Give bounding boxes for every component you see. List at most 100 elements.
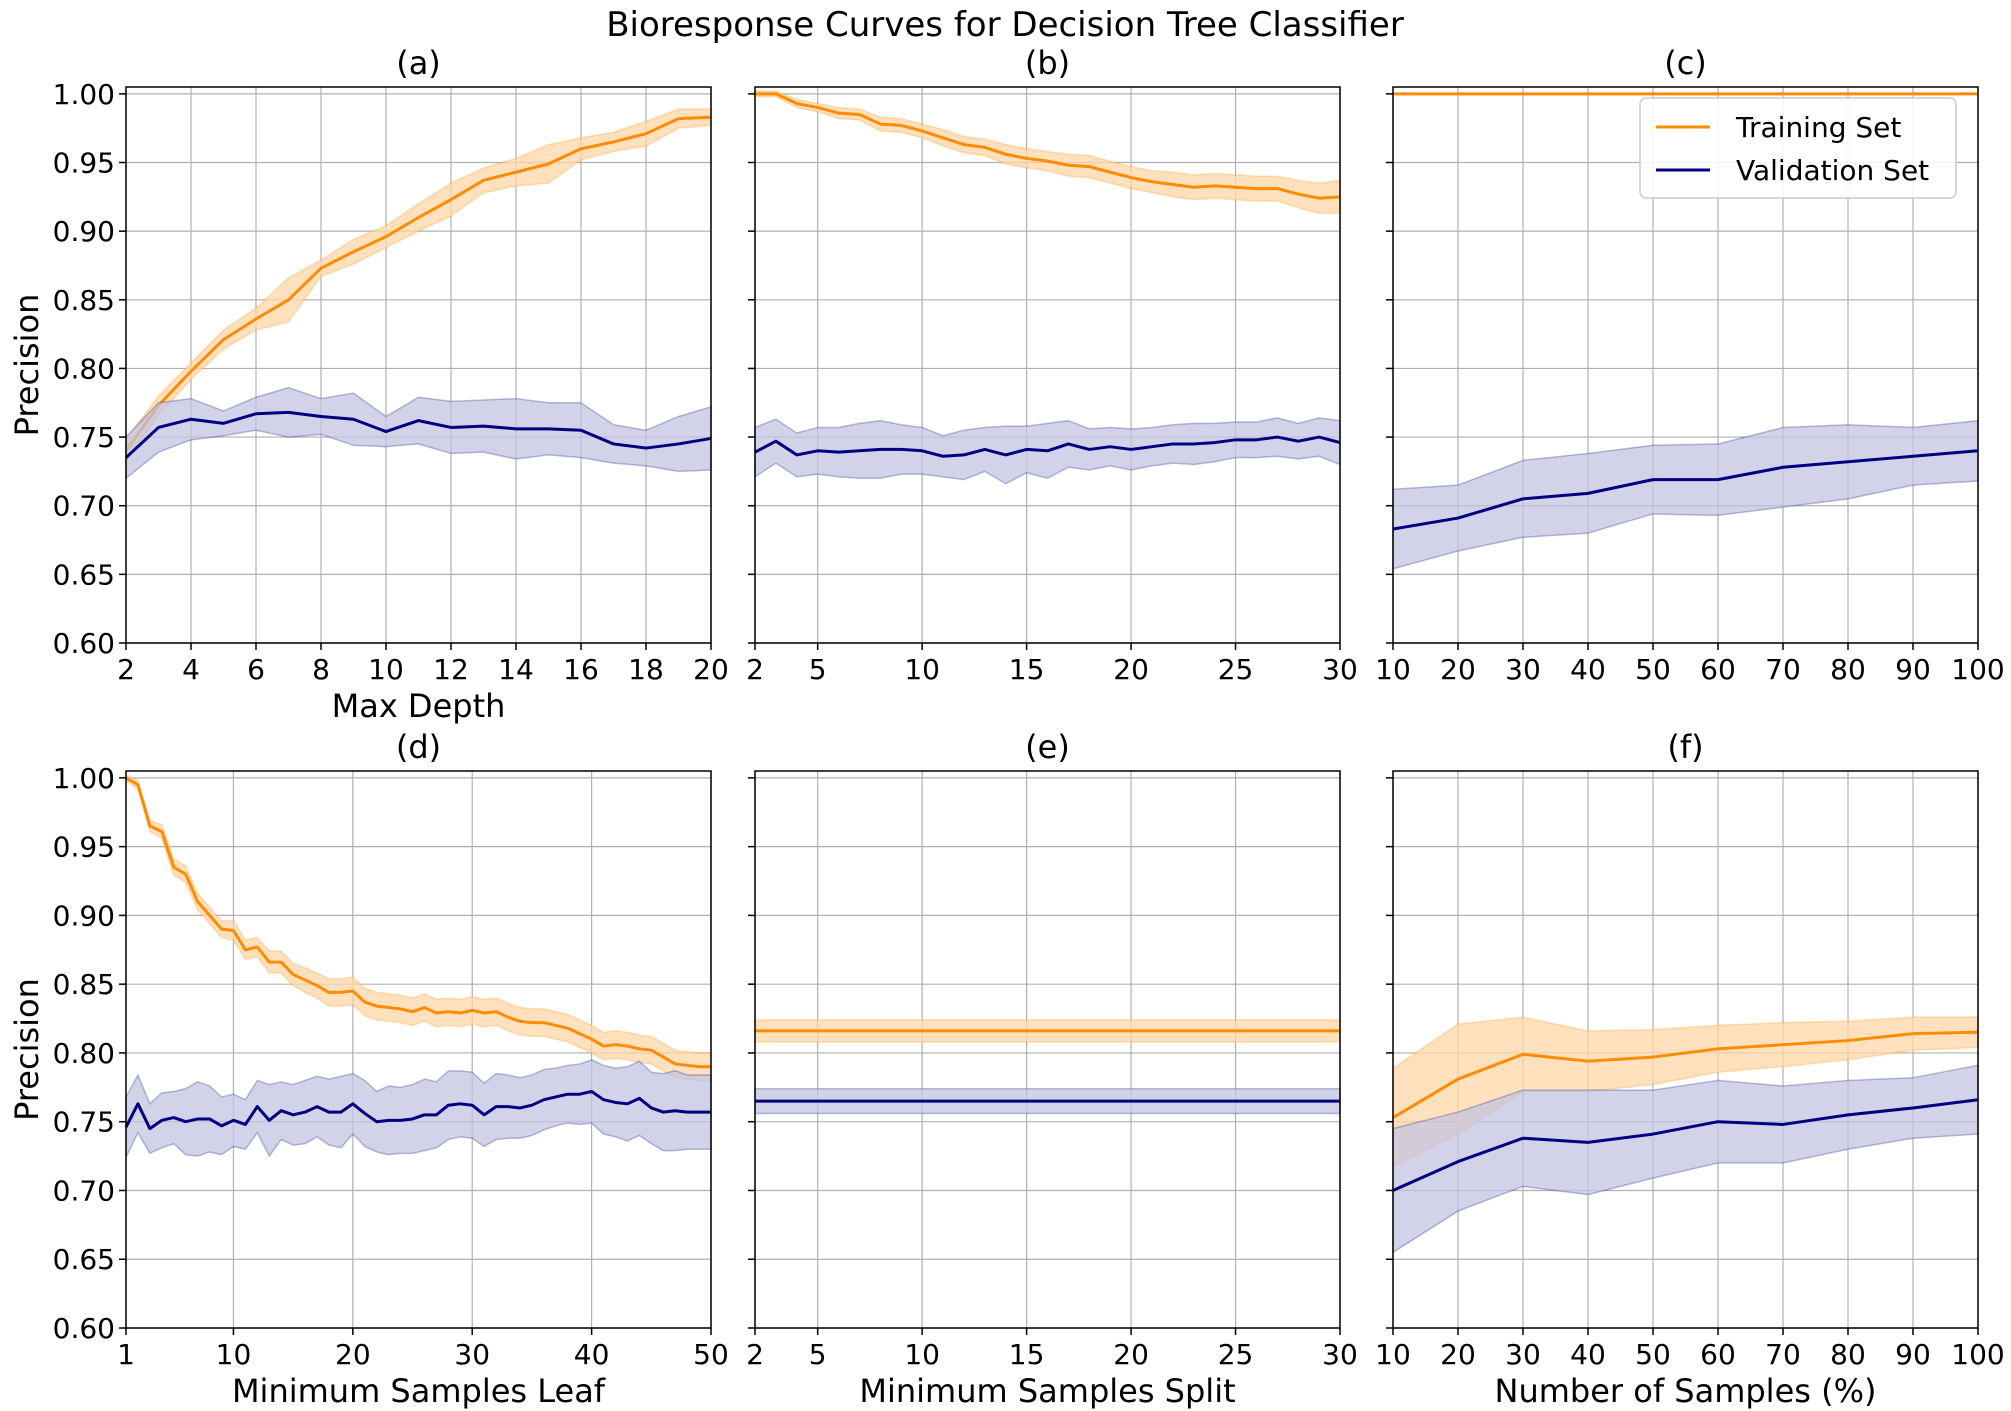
panel-c: 10 20 30 40 50 60 70 80 90 100 (c) — [1375, 44, 2005, 686]
xtick-label-b-1: 5 — [809, 653, 827, 686]
xtick-label-d-2: 20 — [335, 1338, 371, 1371]
legend-label-training: Training Set — [1735, 111, 1901, 144]
line-validation-d — [124, 1089, 711, 1131]
xtick-label-f-8: 90 — [1895, 1338, 1931, 1371]
ytick-label-d-1: 0.65 — [53, 1243, 115, 1276]
ytick-label-d-7: 0.95 — [53, 831, 115, 864]
panel-f: 10 20 30 40 50 60 70 80 90 100 (f) Number of Sample… — [1375, 728, 2005, 1410]
ytick-label-d-5: 0.85 — [53, 968, 115, 1001]
xtick-label-a-0: 2 — [117, 653, 135, 686]
xtick-label-f-7: 80 — [1830, 1338, 1866, 1371]
ylabel-a: Precision — [8, 294, 46, 437]
panel-e: 2 5 10 15 20 25 30(e)Minimum Samples Split — [746, 728, 1358, 1410]
xtick-label-a-3: 8 — [312, 653, 330, 686]
xtick-label-d-0: 1 — [117, 1338, 135, 1371]
xtick-label-b-3: 15 — [1009, 653, 1045, 686]
xtick-label-f-6: 70 — [1765, 1338, 1801, 1371]
xtick-label-d-4: 40 — [574, 1338, 610, 1371]
ytick-label-a-7: 0.95 — [53, 147, 115, 180]
axes-frame-f — [1392, 770, 1979, 1329]
line-training-b — [755, 92, 1341, 200]
line-validation-a — [124, 410, 712, 459]
xtick-label-f-1: 20 — [1440, 1338, 1476, 1371]
xtick-label-a-2: 6 — [247, 653, 265, 686]
panel-title-e: (e) — [1025, 728, 1070, 766]
xlabel-e: Minimum Samples Split — [859, 1372, 1235, 1410]
xtick-label-c-1: 20 — [1440, 653, 1476, 686]
axes-frame-e — [754, 770, 1341, 1329]
xtick-label-f-3: 40 — [1570, 1338, 1606, 1371]
ytick-label-d-6: 0.90 — [53, 899, 115, 932]
xtick-label-f-2: 30 — [1505, 1338, 1541, 1371]
xtick-label-a-1: 4 — [182, 653, 200, 686]
xtick-label-a-4: 10 — [368, 653, 404, 686]
line-training-f — [1392, 1030, 1979, 1119]
xtick-label-e-1: 5 — [809, 1338, 827, 1371]
xtick-label-d-5: 50 — [693, 1338, 729, 1371]
plot-area-a — [126, 87, 711, 643]
xtick-label-b-4: 20 — [1113, 653, 1149, 686]
ytick-label-a-6: 0.90 — [53, 215, 115, 248]
xtick-label-b-2: 10 — [904, 653, 940, 686]
ytick-label-d-2: 0.70 — [53, 1174, 115, 1207]
ytick-label-a-3: 0.75 — [53, 421, 115, 454]
axes-frame-b — [754, 86, 1341, 644]
xtick-label-b-0: 2 — [746, 653, 764, 686]
panel-b: 2 5 10 15 20 25 30(b) — [746, 44, 1358, 686]
xlabel-d: Minimum Samples Leaf — [232, 1372, 606, 1410]
xtick-label-d-1: 10 — [216, 1338, 252, 1371]
ytick-label-d-3: 0.75 — [53, 1106, 115, 1139]
panels: 2 4 6 8 10 12 14 16 18 200.600.650.700.750.800.85… — [8, 44, 2005, 1410]
xtick-label-e-4: 20 — [1113, 1338, 1149, 1371]
xtick-label-a-5: 12 — [433, 653, 469, 686]
xtick-label-f-5: 60 — [1700, 1338, 1736, 1371]
xtick-label-d-3: 30 — [454, 1338, 490, 1371]
xtick-label-a-8: 18 — [628, 653, 664, 686]
plot-area-e — [755, 771, 1340, 1328]
legend: Training Set Validation Set — [1639, 97, 1957, 199]
xtick-label-a-7: 16 — [563, 653, 599, 686]
xtick-label-c-2: 30 — [1505, 653, 1541, 686]
ytick-label-a-0: 0.60 — [53, 627, 115, 660]
xtick-label-c-5: 60 — [1700, 653, 1736, 686]
xtick-label-c-8: 90 — [1895, 653, 1931, 686]
xtick-label-c-4: 50 — [1635, 653, 1671, 686]
xtick-label-b-6: 30 — [1322, 653, 1358, 686]
xtick-label-e-2: 10 — [904, 1338, 940, 1371]
xtick-label-b-5: 25 — [1218, 653, 1254, 686]
xlabel-f: Number of Samples (%) — [1495, 1372, 1877, 1410]
panel-title-a: (a) — [396, 44, 441, 82]
axes-frame-c — [1392, 86, 1979, 644]
xtick-label-c-9: 100 — [1951, 653, 2004, 686]
ytick-label-a-1: 0.65 — [53, 558, 115, 591]
ytick-label-d-8: 1.00 — [53, 762, 115, 795]
panel-title-d: (d) — [396, 728, 441, 766]
axes-frame-a — [125, 86, 712, 644]
line-validation-f — [1392, 1098, 1979, 1192]
xtick-label-c-3: 40 — [1570, 653, 1606, 686]
xtick-label-a-9: 20 — [693, 653, 729, 686]
xtick-label-f-0: 10 — [1375, 1338, 1411, 1371]
ytick-label-a-4: 0.80 — [53, 352, 115, 385]
xtick-label-e-3: 15 — [1009, 1338, 1045, 1371]
ytick-label-a-2: 0.70 — [53, 490, 115, 523]
xtick-label-c-7: 80 — [1830, 653, 1866, 686]
xtick-label-e-5: 25 — [1218, 1338, 1254, 1371]
xtick-label-e-0: 2 — [746, 1338, 764, 1371]
ylabel-d: Precision — [8, 978, 46, 1121]
xtick-label-a-6: 14 — [498, 653, 534, 686]
line-validation-c — [1392, 449, 1979, 531]
figure-title: Bioresponse Curves for Decision Tree Cla… — [606, 5, 1404, 45]
panel-d: 1 10 20 30 40 50 0.60 0.65 0.70 0.75 0.80 0.85 0.90 0… — [8, 728, 729, 1410]
xtick-label-e-6: 30 — [1322, 1338, 1358, 1371]
line-validation-b — [754, 435, 1341, 458]
legend-label-validation: Validation Set — [1736, 154, 1929, 187]
axes-frame-d — [125, 770, 712, 1329]
xtick-label-c-6: 70 — [1765, 653, 1801, 686]
panel-title-c: (c) — [1664, 44, 1707, 82]
panel-title-b: (b) — [1025, 44, 1070, 82]
xtick-label-f-9: 100 — [1951, 1338, 2004, 1371]
panel-title-f: (f) — [1667, 728, 1703, 766]
legend-frame — [1639, 97, 1957, 199]
